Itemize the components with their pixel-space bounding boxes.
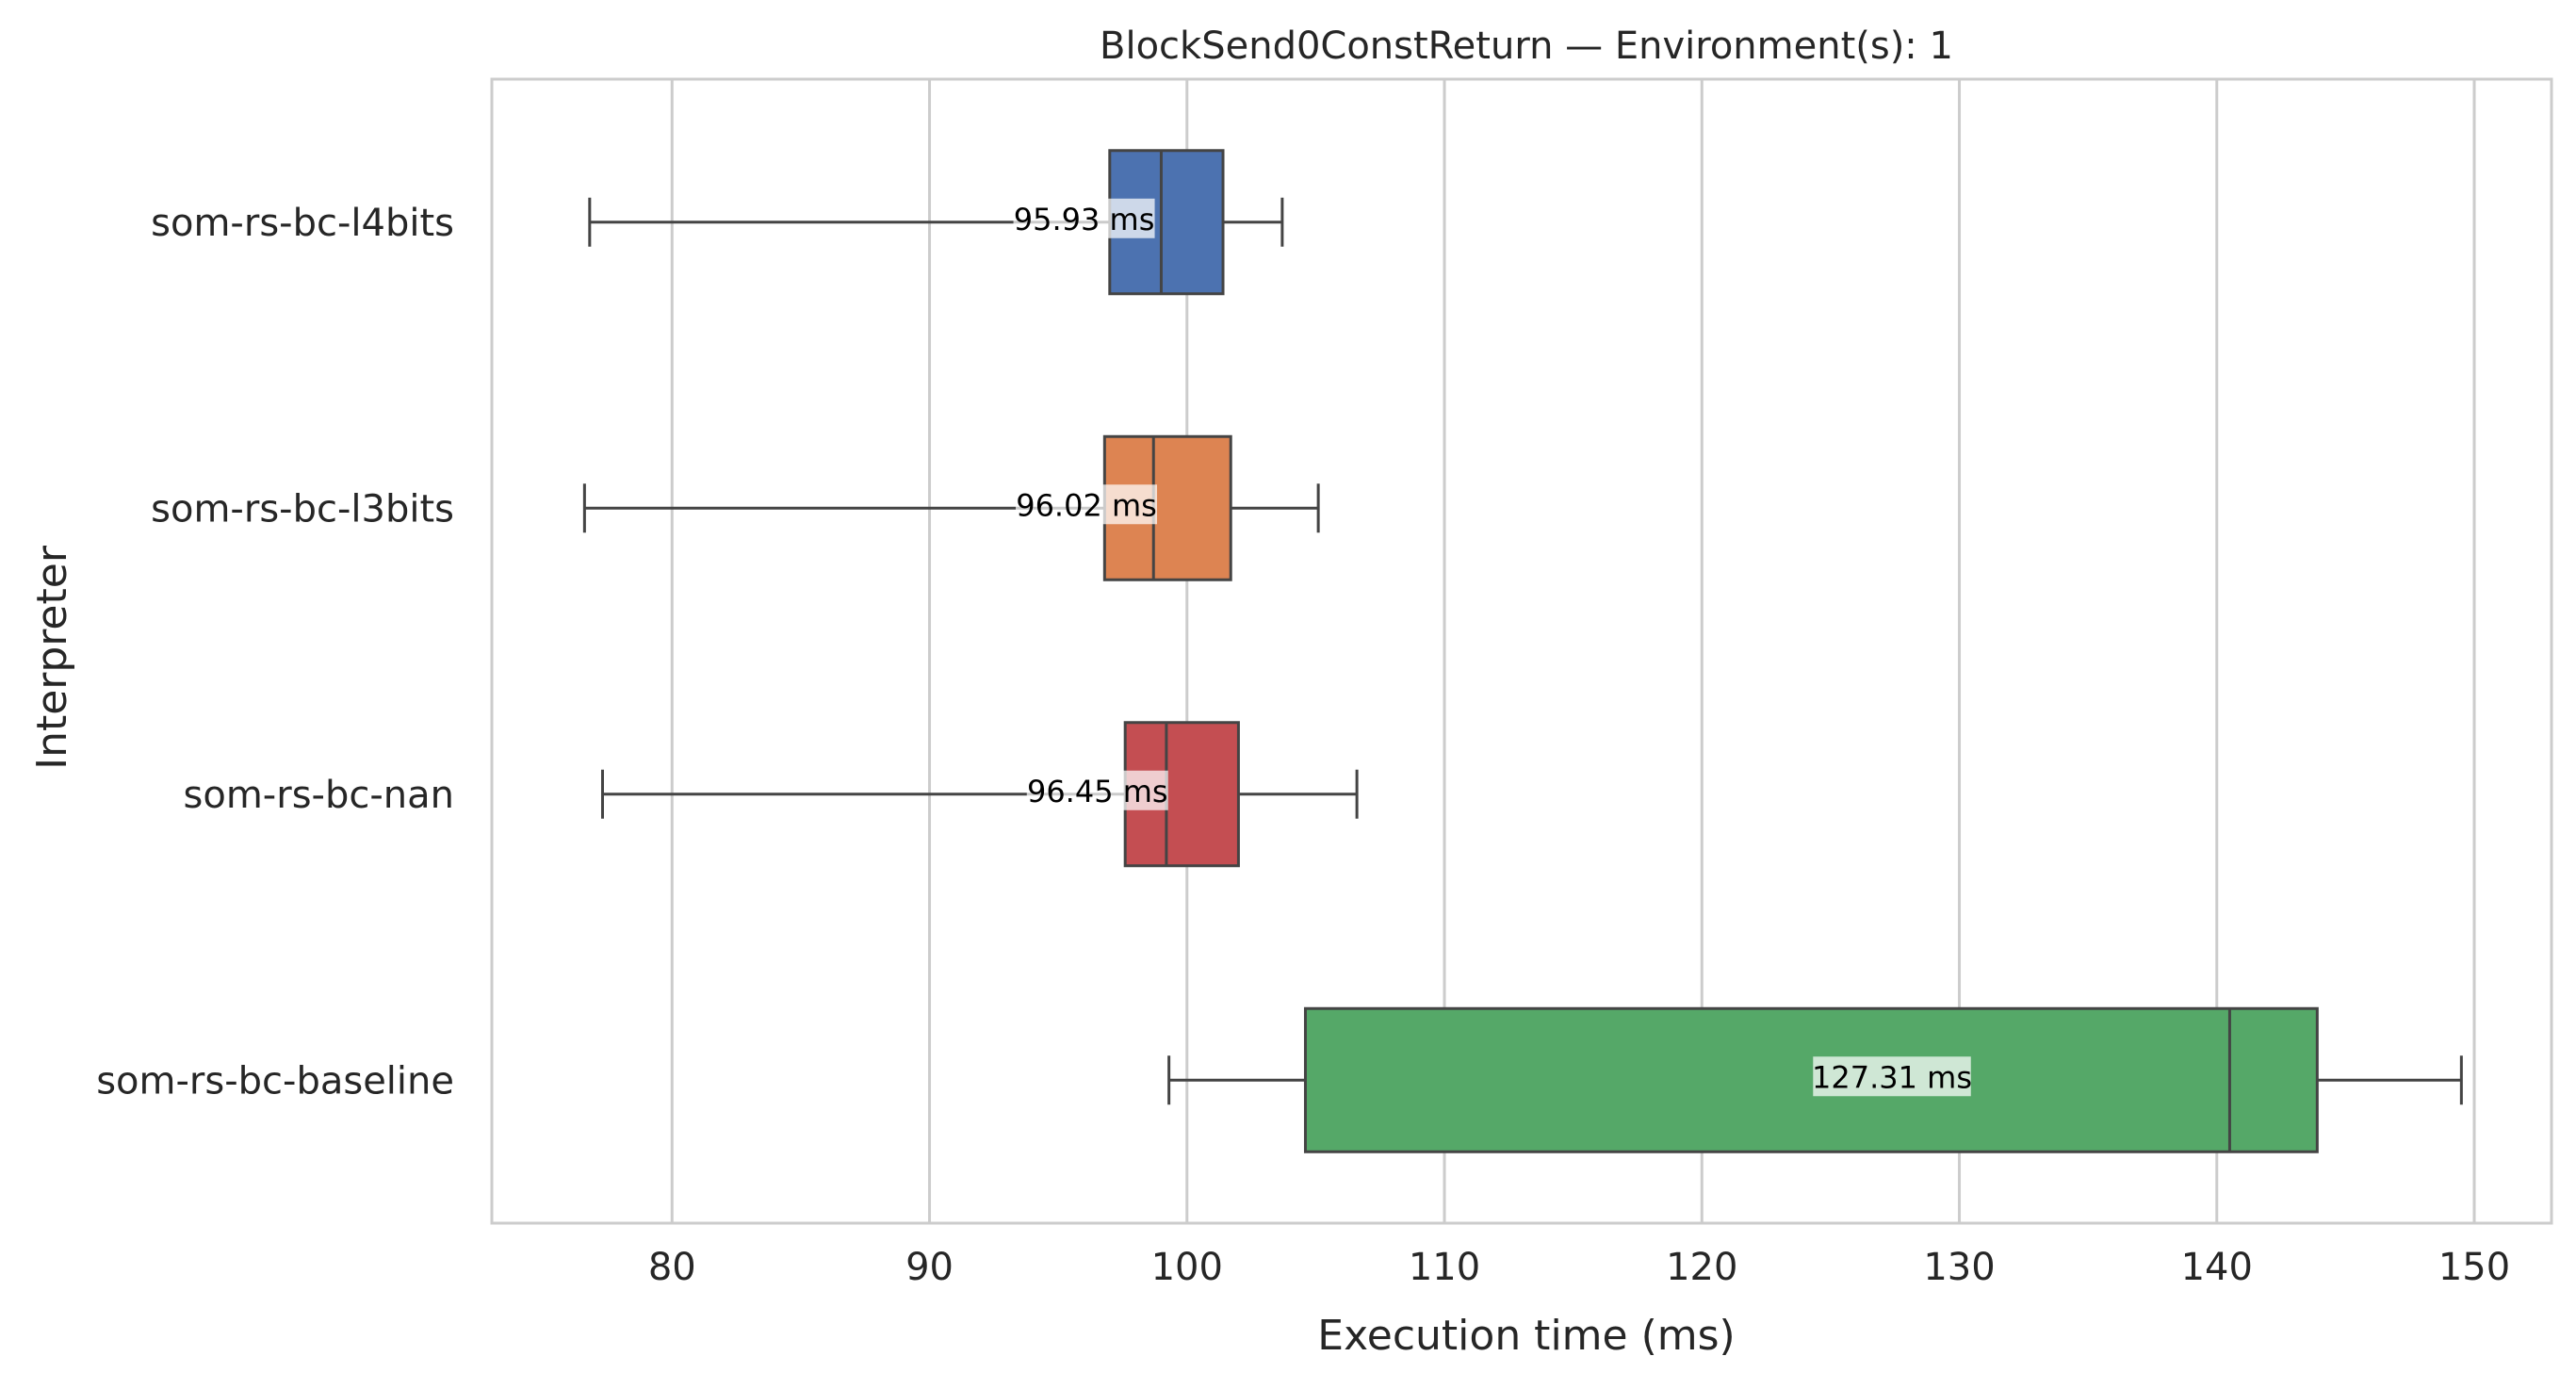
x-axis-label: Execution time (ms) bbox=[1317, 1312, 1735, 1360]
x-tick-label: 120 bbox=[1666, 1246, 1737, 1289]
mean-label-background bbox=[1016, 484, 1158, 525]
mean-label: 127.31 ms bbox=[1812, 1059, 1972, 1095]
box-som-rs-bc-l3bits: 96.02 ms bbox=[582, 434, 1320, 581]
mean-label-background bbox=[1813, 1056, 1971, 1097]
y-category-label: som-rs-bc-l4bits bbox=[151, 202, 454, 245]
x-tick-label: 130 bbox=[1923, 1246, 1995, 1289]
x-tick-label: 150 bbox=[2438, 1246, 2510, 1289]
mean-label: 96.02 ms bbox=[1016, 487, 1157, 523]
x-tick-label: 80 bbox=[648, 1246, 696, 1289]
x-tick-labels: 80 90 100 110 120 130 140 150 bbox=[648, 1246, 2510, 1289]
y-category-label: som-rs-bc-l3bits bbox=[151, 487, 454, 531]
mean-label: 96.45 ms bbox=[1027, 774, 1168, 809]
box-som-rs-bc-l4bits: 95.93 ms bbox=[588, 149, 1284, 296]
y-axis-label: Interpreter bbox=[28, 545, 76, 770]
iqr-box bbox=[1303, 1006, 2319, 1153]
mean-label-background bbox=[1013, 198, 1155, 238]
x-tick-label: 100 bbox=[1151, 1246, 1223, 1289]
box-som-rs-bc-baseline: 127.31 ms bbox=[1167, 1006, 2463, 1153]
boxes: 95.93 ms 96.02 ms 96.45 ms 127.31 ms bbox=[582, 149, 2463, 1153]
plot-frame bbox=[490, 77, 2553, 1225]
mean-label-background bbox=[1026, 770, 1168, 810]
box-som-rs-bc-nan: 96.45 ms bbox=[600, 721, 1359, 868]
x-tick-label: 90 bbox=[905, 1246, 954, 1289]
chart-title: BlockSend0ConstReturn — Environment(s): … bbox=[1100, 25, 1953, 68]
x-tick-label: 110 bbox=[1409, 1246, 1480, 1289]
mean-label: 95.93 ms bbox=[1014, 202, 1155, 237]
y-category-labels: som-rs-bc-l4bits som-rs-bc-l3bits som-rs-b… bbox=[96, 202, 454, 1103]
y-category-label: som-rs-bc-nan bbox=[184, 774, 454, 817]
x-tick-label: 140 bbox=[2181, 1246, 2253, 1289]
y-category-label: som-rs-bc-baseline bbox=[96, 1059, 454, 1103]
